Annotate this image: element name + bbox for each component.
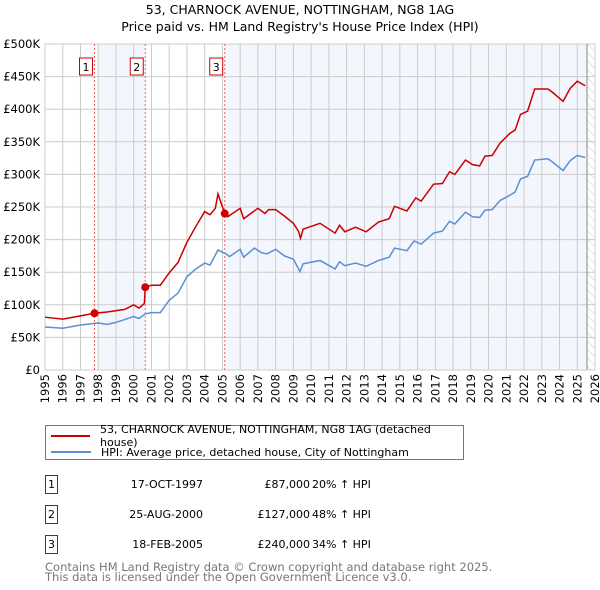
sale-row: 3 18-FEB-2005 £240,000 34% ↑ HPI — [45, 535, 465, 555]
x-tick-label: 1999 — [109, 374, 123, 403]
sale-date: 18-FEB-2005 — [132, 538, 203, 551]
x-tick-label: 2025 — [570, 374, 584, 403]
y-tick-label: £400K — [3, 102, 40, 116]
legend-item-hpi: HPI: Average price, detached house, City… — [51, 445, 409, 459]
chart-subtitle: Price paid vs. HM Land Registry's House … — [121, 19, 479, 34]
y-tick-label: £0 — [25, 363, 40, 377]
sale-hpi-change: 34% ↑ HPI — [312, 538, 371, 551]
x-tick-label: 2012 — [340, 374, 354, 403]
sale-marker-box — [129, 57, 144, 76]
y-tick-label: £450K — [3, 70, 40, 84]
series-line — [44, 80, 586, 320]
sale-date: 25-AUG-2000 — [129, 508, 203, 521]
x-tick-label: 2010 — [304, 374, 318, 403]
sale-point — [90, 309, 99, 318]
x-tick-label: 2023 — [535, 374, 549, 403]
legend: 53, CHARNOCK AVENUE, NOTTINGHAM, NG8 1AG… — [45, 423, 464, 460]
series-line — [44, 154, 586, 330]
y-tick-label: £50K — [11, 330, 41, 344]
x-tick-label: 2018 — [446, 374, 460, 403]
x-tick-label: 2004 — [198, 374, 212, 403]
x-tick-label: 2003 — [180, 374, 194, 403]
y-tick-label: £300K — [3, 167, 40, 181]
x-tick-label: 2021 — [499, 374, 513, 403]
x-tick-label: 1997 — [73, 374, 87, 403]
y-tick-label: £350K — [3, 135, 40, 149]
sale-price: £240,000 — [257, 538, 311, 551]
x-tick-label: 2011 — [322, 374, 336, 403]
sale-marker-box — [209, 57, 224, 76]
x-tick-label: 2007 — [251, 374, 265, 403]
legend-label: 53, CHARNOCK AVENUE, NOTTINGHAM, NG8 1AG… — [100, 423, 431, 449]
legend-swatch-blue — [51, 451, 91, 453]
x-tick-label: 1996 — [56, 374, 70, 403]
x-tick-label: 2022 — [517, 374, 531, 403]
x-tick-label: 2013 — [357, 374, 371, 403]
sale-date: 17-OCT-1997 — [130, 478, 203, 491]
footer-copyright: Contains HM Land Registry data © Crown c… — [45, 560, 493, 574]
sale-row: 1 17-OCT-1997 £87,000 20% ↑ HPI — [45, 475, 465, 495]
sale-marker-box — [79, 57, 93, 76]
sale-price: £87,000 — [264, 478, 311, 491]
x-tick-label: 2009 — [286, 374, 300, 403]
x-tick-label: 2006 — [233, 374, 247, 403]
x-tick-label: 2016 — [411, 374, 425, 403]
x-tick-label: 2019 — [464, 374, 478, 403]
x-tick-label: 2015 — [393, 374, 407, 403]
x-tick-label: 2002 — [162, 374, 176, 403]
sale-marker-label: 3 — [45, 535, 58, 554]
sale-marker-number: 3 — [213, 61, 220, 74]
x-tick-label: 2008 — [269, 374, 283, 403]
y-tick-label: £100K — [3, 298, 40, 312]
x-tick-label: 2026 — [588, 374, 600, 403]
x-tick-label: 2000 — [127, 374, 141, 403]
plot-border — [44, 43, 596, 371]
x-tick-label: 2024 — [553, 374, 567, 403]
sale-row: 2 25-AUG-2000 £127,000 48% ↑ HPI — [45, 505, 465, 525]
legend-swatch-red — [51, 435, 91, 437]
plot-area: 1995 1996 1997 1998 1999 2000 2001 2002 2003 2004… — [3, 37, 600, 403]
footer-licence: This data is licensed under the Open Gov… — [45, 570, 412, 584]
x-tick-label: 2014 — [375, 374, 389, 403]
x-tick-label: 2005 — [215, 374, 229, 403]
legend-label: HPI: Average price, detached house, City… — [101, 445, 409, 459]
sale-point — [141, 283, 150, 292]
sale-marker-label: 1 — [45, 475, 58, 494]
y-tick-label: £500K — [3, 37, 40, 51]
sale-hpi-change: 20% ↑ HPI — [312, 478, 371, 491]
chart-title: 53, CHARNOCK AVENUE, NOTTINGHAM, NG8 1AG — [145, 2, 455, 17]
sale-marker-label: 2 — [45, 505, 58, 524]
sale-hpi-change: 48% ↑ HPI — [312, 508, 371, 521]
legend-item-property: 53, CHARNOCK AVENUE, NOTTINGHAM, NG8 1AG… — [51, 423, 463, 449]
y-tick-label: £200K — [3, 233, 40, 247]
x-tick-label: 2017 — [428, 374, 442, 403]
sale-marker-number: 1 — [83, 61, 90, 74]
sale-point — [220, 209, 229, 218]
sale-price: £127,000 — [257, 508, 311, 521]
x-tick-label: 2020 — [482, 374, 496, 403]
y-tick-label: £250K — [3, 200, 40, 214]
sale-marker-number: 2 — [133, 61, 140, 74]
x-tick-label: 1998 — [91, 374, 105, 403]
x-tick-label: 1995 — [38, 374, 52, 403]
y-tick-label: £150K — [3, 265, 40, 279]
x-tick-label: 2001 — [144, 374, 158, 403]
